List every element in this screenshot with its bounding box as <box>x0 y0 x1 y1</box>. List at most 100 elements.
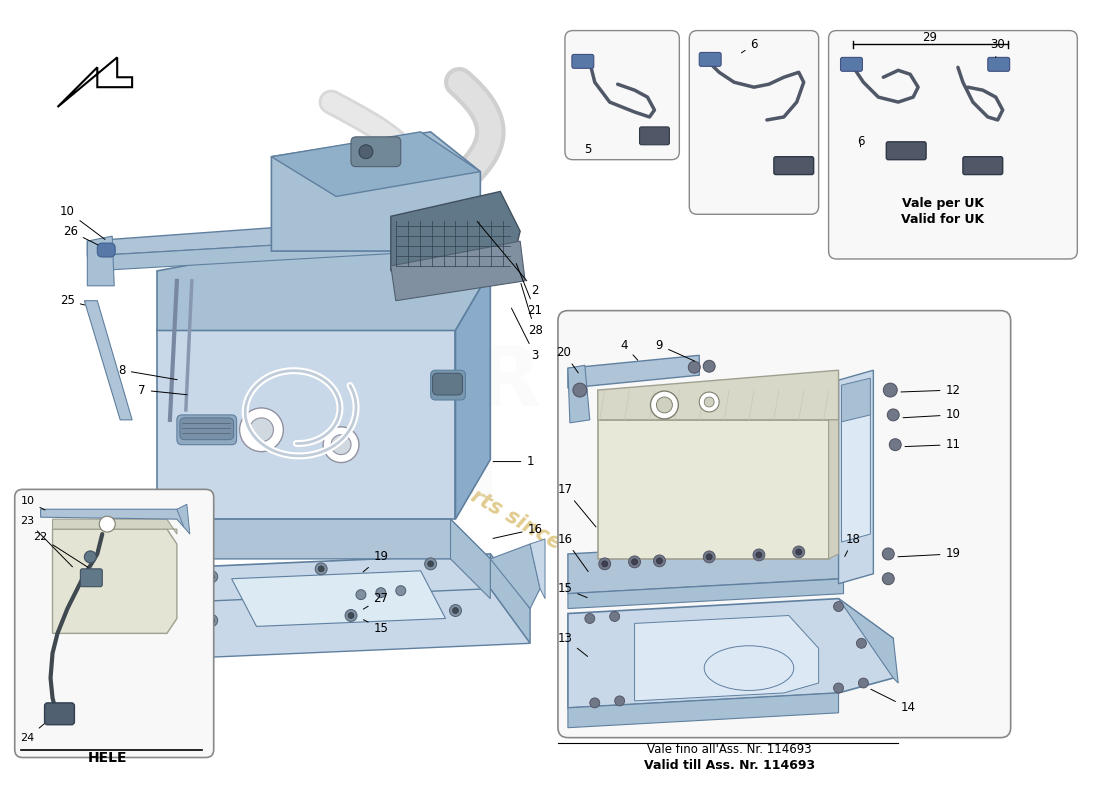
Circle shape <box>703 360 715 372</box>
Circle shape <box>756 552 762 558</box>
Polygon shape <box>87 236 114 286</box>
Circle shape <box>857 638 867 648</box>
Text: 17: 17 <box>558 483 596 527</box>
FancyBboxPatch shape <box>80 569 102 586</box>
Text: 27: 27 <box>363 592 388 609</box>
Circle shape <box>657 558 662 564</box>
Text: Vale per UK: Vale per UK <box>902 197 985 210</box>
Polygon shape <box>87 216 430 256</box>
Polygon shape <box>838 598 899 683</box>
Text: 3: 3 <box>512 308 539 362</box>
Text: HELE: HELE <box>88 750 126 765</box>
Circle shape <box>834 683 844 693</box>
Circle shape <box>703 551 715 563</box>
Text: 6: 6 <box>857 135 865 148</box>
Text: 18: 18 <box>845 533 861 557</box>
Circle shape <box>793 546 805 558</box>
Text: 5: 5 <box>584 143 592 156</box>
Polygon shape <box>150 569 187 658</box>
Polygon shape <box>53 519 177 534</box>
Circle shape <box>316 563 327 574</box>
Circle shape <box>209 618 214 623</box>
Polygon shape <box>150 554 530 623</box>
Text: 10: 10 <box>21 496 45 510</box>
Polygon shape <box>157 330 455 519</box>
Text: a part for parts since 1965: a part for parts since 1965 <box>339 412 622 586</box>
Polygon shape <box>53 529 177 634</box>
Polygon shape <box>597 370 838 420</box>
Polygon shape <box>568 366 590 423</box>
Circle shape <box>428 561 433 567</box>
Polygon shape <box>390 241 525 301</box>
Circle shape <box>602 561 607 567</box>
Circle shape <box>888 409 899 421</box>
FancyBboxPatch shape <box>430 370 465 400</box>
Circle shape <box>585 614 595 623</box>
Text: 19: 19 <box>898 547 960 561</box>
Circle shape <box>206 571 218 582</box>
Text: 21: 21 <box>516 263 542 317</box>
Polygon shape <box>530 539 544 598</box>
FancyBboxPatch shape <box>558 310 1011 738</box>
Polygon shape <box>272 132 481 251</box>
Polygon shape <box>87 236 436 271</box>
Text: 25: 25 <box>60 294 85 307</box>
Circle shape <box>359 145 373 158</box>
Text: 26: 26 <box>63 225 98 245</box>
Text: Valid for UK: Valid for UK <box>901 213 984 226</box>
Text: 20: 20 <box>557 346 579 373</box>
Circle shape <box>598 558 611 570</box>
Text: Valid till Ass. Nr. 114693: Valid till Ass. Nr. 114693 <box>644 759 815 772</box>
Text: 10: 10 <box>60 205 104 239</box>
Polygon shape <box>597 420 828 559</box>
Polygon shape <box>568 578 844 609</box>
Text: 24: 24 <box>21 714 55 742</box>
Circle shape <box>323 427 359 462</box>
Circle shape <box>653 555 666 567</box>
FancyBboxPatch shape <box>177 415 236 445</box>
Text: 22: 22 <box>33 532 88 567</box>
Circle shape <box>631 559 638 565</box>
Polygon shape <box>842 378 870 422</box>
Polygon shape <box>85 301 132 420</box>
Polygon shape <box>157 222 491 330</box>
Text: 13: 13 <box>558 632 587 657</box>
Polygon shape <box>455 271 491 519</box>
Text: 16: 16 <box>493 522 542 538</box>
Circle shape <box>209 574 214 580</box>
Polygon shape <box>568 598 893 708</box>
Polygon shape <box>150 589 530 658</box>
Polygon shape <box>491 544 540 609</box>
Text: 28: 28 <box>521 283 542 337</box>
Circle shape <box>882 548 894 560</box>
Circle shape <box>425 558 437 570</box>
Text: 11: 11 <box>905 438 960 451</box>
Circle shape <box>858 678 868 688</box>
Circle shape <box>889 438 901 450</box>
Polygon shape <box>568 355 700 388</box>
Polygon shape <box>390 191 520 271</box>
Circle shape <box>615 696 625 706</box>
Text: 7: 7 <box>139 383 187 397</box>
Text: 15: 15 <box>558 582 587 598</box>
Polygon shape <box>828 420 838 559</box>
FancyBboxPatch shape <box>565 30 680 160</box>
Text: 6: 6 <box>741 38 758 53</box>
Ellipse shape <box>704 646 794 690</box>
Polygon shape <box>157 519 491 559</box>
FancyBboxPatch shape <box>988 58 1010 71</box>
FancyBboxPatch shape <box>828 30 1077 259</box>
FancyBboxPatch shape <box>962 157 1003 174</box>
Circle shape <box>754 549 764 561</box>
Circle shape <box>250 418 274 442</box>
Polygon shape <box>491 554 530 643</box>
Text: 2: 2 <box>477 222 539 298</box>
Polygon shape <box>41 510 184 527</box>
Circle shape <box>657 397 672 413</box>
Circle shape <box>706 554 712 560</box>
Polygon shape <box>272 132 481 197</box>
Polygon shape <box>177 504 190 534</box>
Circle shape <box>628 556 640 568</box>
Text: 8: 8 <box>119 364 177 380</box>
Circle shape <box>318 566 324 572</box>
